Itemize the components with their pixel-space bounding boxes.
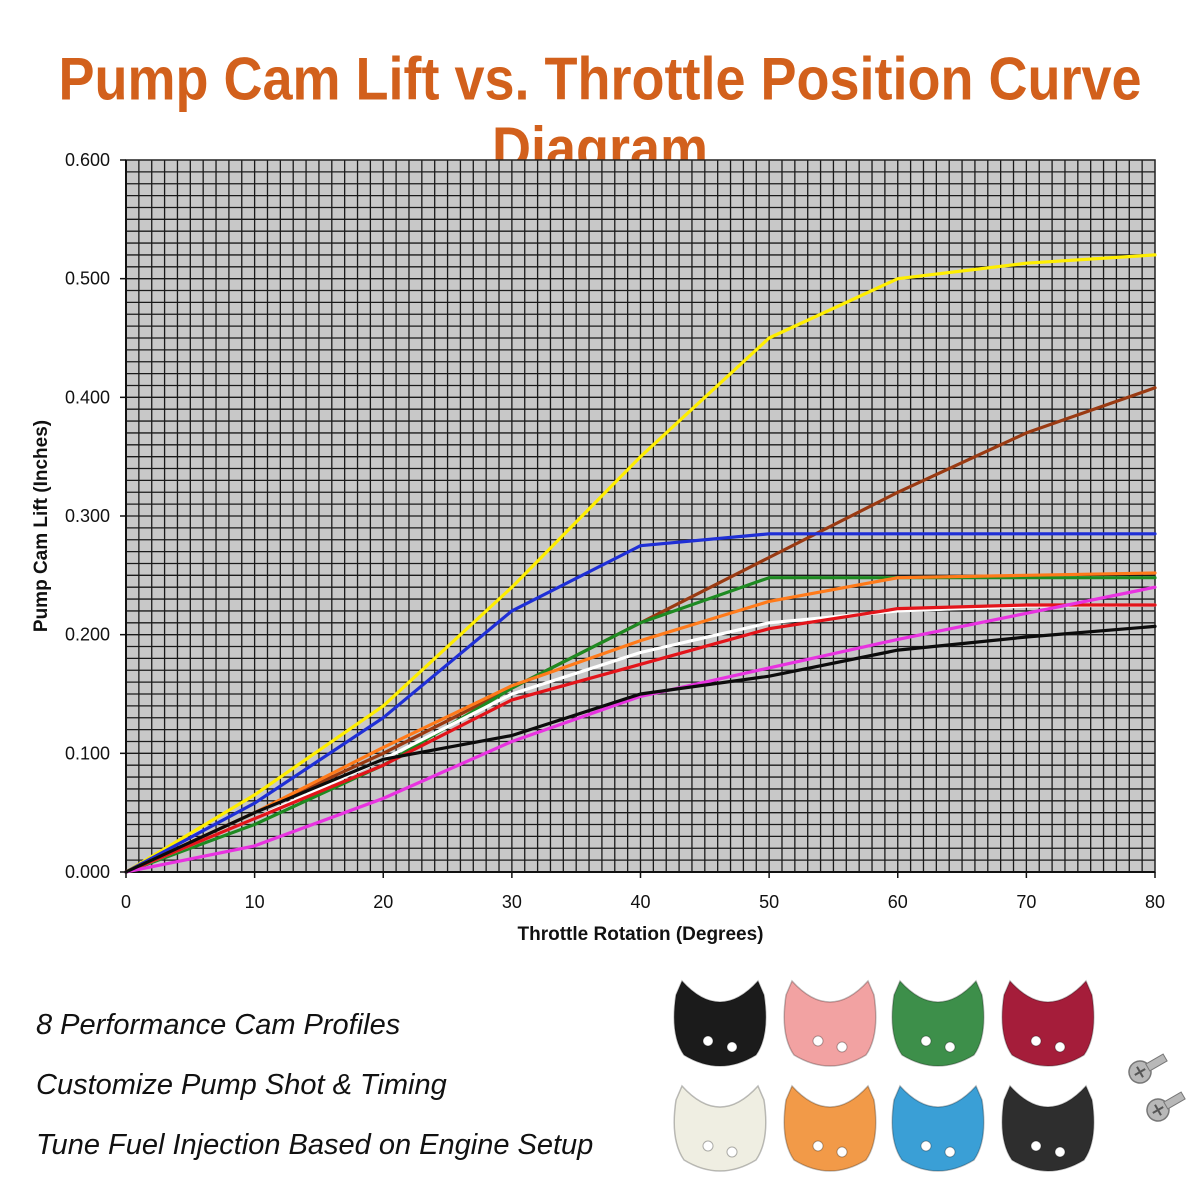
y-tick-label: 0.000 — [65, 862, 110, 882]
cam-body — [1001, 979, 1095, 1067]
series-line-9 — [124, 624, 1157, 874]
y-tick-label: 0.400 — [65, 387, 110, 407]
cam-body — [891, 1084, 985, 1172]
x-axis-label: Throttle Rotation (Degrees) — [518, 924, 764, 945]
cam-body — [783, 1084, 877, 1172]
cam-hole — [812, 1140, 824, 1152]
y-tick-label: 0.100 — [65, 743, 110, 763]
series-line-3 — [124, 532, 1157, 874]
cam-body — [1001, 1084, 1095, 1172]
x-tick-label: 40 — [630, 892, 650, 912]
cam-hole — [1054, 1041, 1066, 1053]
feature-list: 8 Performance Cam Profiles Customize Pum… — [36, 1000, 676, 1180]
screw-icon — [1146, 1091, 1186, 1122]
cam-profile-8 — [1001, 1084, 1095, 1172]
y-tick-label: 0.300 — [65, 506, 110, 526]
x-tick-label: 30 — [502, 892, 522, 912]
cam-hole — [726, 1041, 738, 1053]
line-chart: 0 10 20 30 40 50 60 70 80 0.0000.1000.2000.3000.… — [31, 150, 1165, 945]
cam-body — [783, 979, 877, 1067]
cam-hole — [944, 1041, 956, 1053]
cam-hole — [944, 1146, 956, 1158]
cam-hole — [1030, 1140, 1042, 1152]
cam-hole — [726, 1146, 738, 1158]
screw-shaft — [1145, 1053, 1168, 1072]
cam-body — [673, 979, 767, 1067]
cam-hole — [1054, 1146, 1066, 1158]
cam-profile-6 — [783, 1084, 877, 1172]
cam-body — [673, 1084, 767, 1172]
cam-hole — [836, 1146, 848, 1158]
x-tick-label: 0 — [121, 892, 131, 912]
y-tick-label: 0.600 — [65, 150, 110, 170]
cam-profile-4 — [1001, 979, 1095, 1067]
chart-title: Pump Cam Lift vs. Throttle Position Curv… — [58, 45, 1142, 183]
y-tick-label: 0.500 — [65, 269, 110, 289]
screw-slot — [1154, 1104, 1162, 1116]
series-line-8 — [124, 585, 1157, 874]
cam-hole — [702, 1140, 714, 1152]
cam-hole — [920, 1140, 932, 1152]
cam-profile-5 — [673, 1084, 767, 1172]
x-tick-label: 80 — [1145, 892, 1165, 912]
y-tick-labels: 0.000 0.100 0.200 0.300 0.400 0.500 0.600 — [65, 150, 126, 882]
screw-shaft — [1163, 1091, 1186, 1110]
cam-hole — [1030, 1035, 1042, 1047]
cam-hole — [836, 1041, 848, 1053]
series-line-1 — [124, 253, 1157, 874]
series-line-7 — [124, 603, 1157, 874]
x-tick-label: 60 — [888, 892, 908, 912]
cam-hole — [702, 1035, 714, 1047]
cam-body — [891, 979, 985, 1067]
feature-item: Customize Pump Shot & Timing — [36, 1069, 447, 1101]
y-tick-label: 0.200 — [65, 625, 110, 645]
cam-profile-2 — [783, 979, 877, 1067]
x-tick-label: 10 — [245, 892, 265, 912]
x-tick-label: 70 — [1016, 892, 1036, 912]
feature-item: 8 Performance Cam Profiles — [36, 1009, 401, 1041]
y-axis-label: Pump Cam Lift (Inches) — [31, 420, 52, 632]
x-tick-label: 50 — [759, 892, 779, 912]
series-layer — [124, 253, 1157, 874]
screw-icon — [1128, 1053, 1168, 1084]
cam-hole — [920, 1035, 932, 1047]
cam-profile-1 — [673, 979, 767, 1067]
series-line-5 — [124, 571, 1157, 874]
cam-profile-images — [673, 979, 1186, 1172]
feature-item: Tune Fuel Injection Based on Engine Setu… — [36, 1129, 594, 1161]
grid-lines — [126, 160, 1155, 872]
x-tick-labels: 0 10 20 30 40 50 60 70 80 — [121, 872, 1165, 912]
cam-hole — [812, 1035, 824, 1047]
screw-slot — [1136, 1066, 1144, 1078]
cam-profile-3 — [891, 979, 985, 1067]
cam-profile-7 — [891, 1084, 985, 1172]
x-tick-label: 20 — [373, 892, 393, 912]
